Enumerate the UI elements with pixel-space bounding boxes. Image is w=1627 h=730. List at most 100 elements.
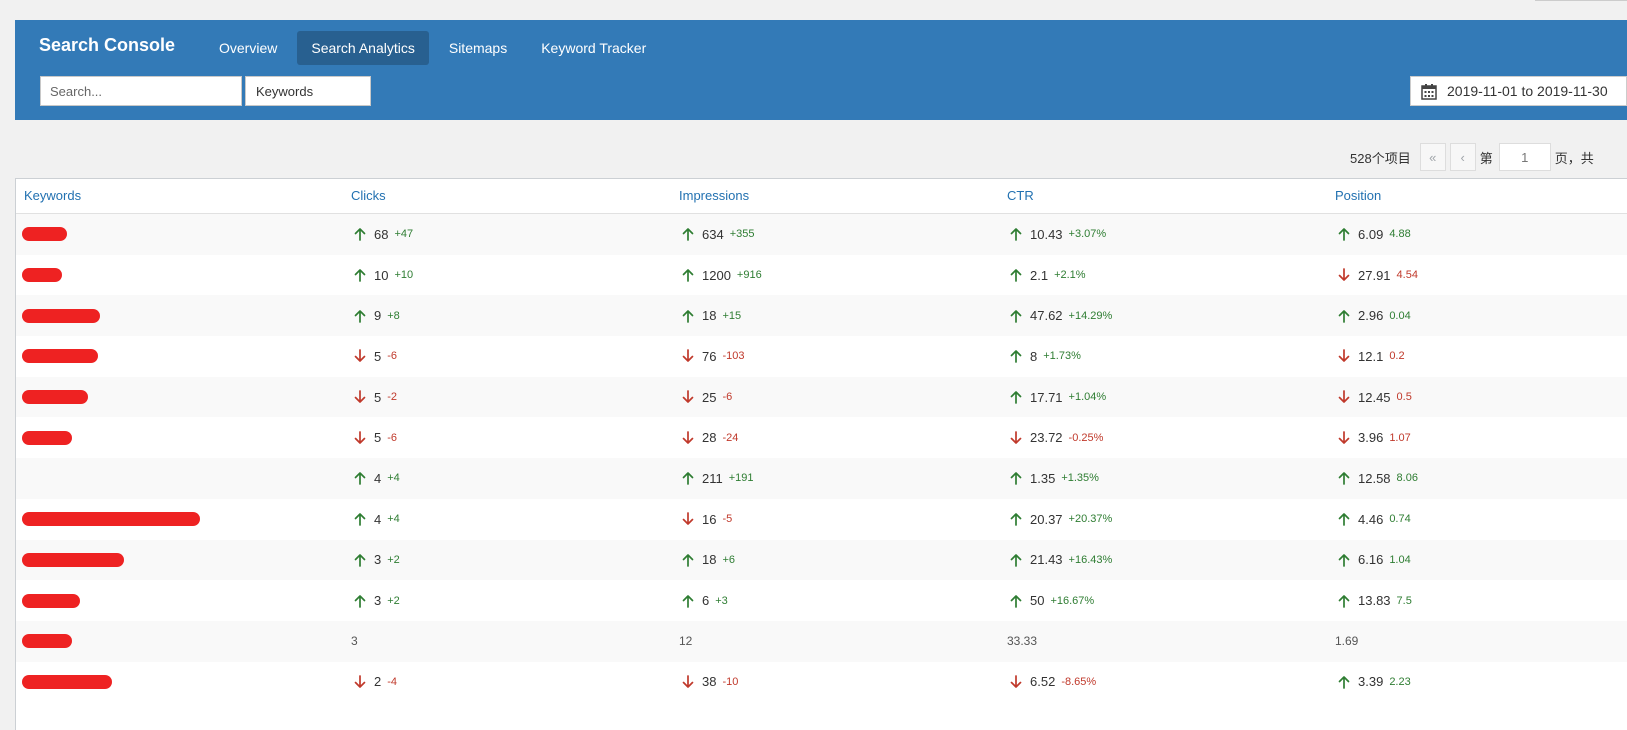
table-row: 9 +8 18 +15 47.62 +14.29% 2.96 0.04 [16,295,1627,337]
table-header: Keywords Clicks Impressions CTR Position [16,179,1627,214]
table-row: 10 +10 1200 +916 2.1 +2.1% 27.91 4.54 [16,254,1627,296]
position-change: 0.2 [1389,350,1405,363]
arrow-down-icon [353,390,367,404]
arrow-up-icon [1009,594,1023,608]
impressions-change: +191 [728,472,754,485]
arrow-up-icon [1009,349,1023,364]
ctr-value: 20.37 [1030,511,1063,527]
position-change: 4.88 [1389,228,1411,241]
clicks-change: -2 [387,391,398,404]
arrow-up-icon [681,227,695,242]
impressions-value: 16 [702,511,717,527]
clicks-cell: 2 -4 [343,674,671,689]
arrow-up-icon [1009,471,1023,486]
column-header-clicks[interactable]: Clicks [351,188,386,203]
date-range-picker[interactable]: 2019-11-01 to 2019-11-30 [1410,76,1627,106]
position-cell: 4.46 0.74 [1327,512,1627,527]
app-header: Search Console Overview Search Analytics… [15,20,1627,120]
keyword-cell[interactable] [16,593,343,608]
impressions-cell: 1200 +916 [671,268,999,283]
table-body: 68 +47 634 +355 10.43 +3.07% 6.09 4.88 10 +10 1200… [16,214,1627,703]
arrow-up-icon [681,268,695,282]
arrow-up-icon [1009,390,1023,404]
clicks-cell: 5 -6 [343,349,671,364]
clicks-change: +4 [387,513,400,526]
tab-overview[interactable]: Overview [219,40,278,56]
impressions-change: -24 [722,431,739,444]
ctr-value: 10.43 [1030,226,1063,242]
keyword-cell[interactable] [16,512,343,527]
position-cell: 2.96 0.04 [1327,308,1627,323]
position-change: 0.5 [1396,391,1412,404]
column-header-position[interactable]: Position [1335,188,1382,203]
position-value: 2.96 [1358,308,1384,324]
clicks-value: 5 [374,348,382,364]
clicks-change: -6 [387,350,398,363]
position-value: 1.69 [1335,634,1359,649]
position-cell: 12.1 0.2 [1327,349,1627,364]
page-label-prefix: 第 [1479,150,1493,166]
impressions-value: 25 [702,389,717,405]
keyword-cell[interactable] [16,227,343,242]
impressions-change: +15 [722,309,742,322]
prev-page-button[interactable]: ‹ [1449,143,1476,171]
ctr-cell: 1.35 +1.35% [999,471,1327,486]
arrow-up-icon [1337,227,1351,242]
arrow-down-icon [353,349,367,363]
clicks-change: +2 [387,553,400,566]
column-header-impressions[interactable]: Impressions [679,188,750,203]
keyword-cell[interactable] [16,552,343,567]
position-cell: 3.96 1.07 [1327,430,1627,445]
position-change: 4.54 [1396,269,1418,282]
ctr-cell: 17.71 +1.04% [999,390,1327,405]
keyword-cell[interactable] [16,430,343,445]
impressions-cell: 76 -103 [671,349,999,364]
keyword-cell[interactable] [16,634,343,649]
clicks-change: +47 [394,228,414,241]
keyword-cell[interactable] [16,349,343,364]
column-header-ctr[interactable]: CTR [1007,188,1034,203]
ctr-cell: 33.33 [999,634,1327,648]
position-value: 6.16 [1358,552,1384,568]
tab-sitemaps[interactable]: Sitemaps [448,40,508,56]
tab-search-analytics[interactable]: Search Analytics [297,31,429,65]
arrow-up-icon [353,268,367,282]
position-change: 2.23 [1389,675,1411,688]
keyword-cell[interactable] [16,268,343,283]
arrow-down-icon [681,512,695,526]
impressions-value: 38 [702,674,717,690]
position-value: 12.1 [1358,348,1384,364]
arrow-up-icon [1009,227,1023,242]
table-row: 4 +4 211 +191 1.35 +1.35% 12.58 8.06 [16,458,1627,499]
table-row: 3 +2 6 +3 50 +16.67% 13.83 7.5 [16,580,1627,621]
clicks-value: 4 [374,470,382,486]
impressions-change: -10 [722,675,739,688]
tab-keyword-tracker[interactable]: Keyword Tracker [541,40,647,56]
table-row: 68 +47 634 +355 10.43 +3.07% 6.09 4.88 [16,214,1627,255]
arrow-up-icon [681,471,695,486]
impressions-value: 28 [702,430,717,446]
arrow-up-icon [1337,675,1351,689]
search-type-select[interactable]: Keywords [245,76,371,106]
impressions-change: -103 [722,350,745,363]
ctr-cell: 47.62 +14.29% [999,308,1327,323]
clicks-cell: 68 +47 [343,227,671,242]
ctr-value: 2.1 [1030,267,1049,283]
impressions-cell: 211 +191 [671,471,999,486]
keyword-cell[interactable] [16,390,343,405]
redacted-keyword [22,634,72,649]
arrow-down-icon [681,675,695,689]
arrow-up-icon [353,594,367,608]
column-header-keywords[interactable]: Keywords [24,188,82,203]
arrow-up-icon [1337,512,1351,527]
keyword-cell[interactable] [16,308,343,323]
position-change: 1.04 [1389,553,1411,566]
current-page-input[interactable] [1498,143,1551,171]
ctr-change: +2.1% [1054,269,1086,282]
first-page-button[interactable]: « [1419,143,1446,171]
keyword-cell[interactable] [16,674,343,689]
ctr-cell: 20.37 +20.37% [999,512,1327,527]
ctr-value: 33.33 [1007,634,1038,649]
search-input[interactable] [40,76,242,106]
clicks-value: 4 [374,511,382,527]
